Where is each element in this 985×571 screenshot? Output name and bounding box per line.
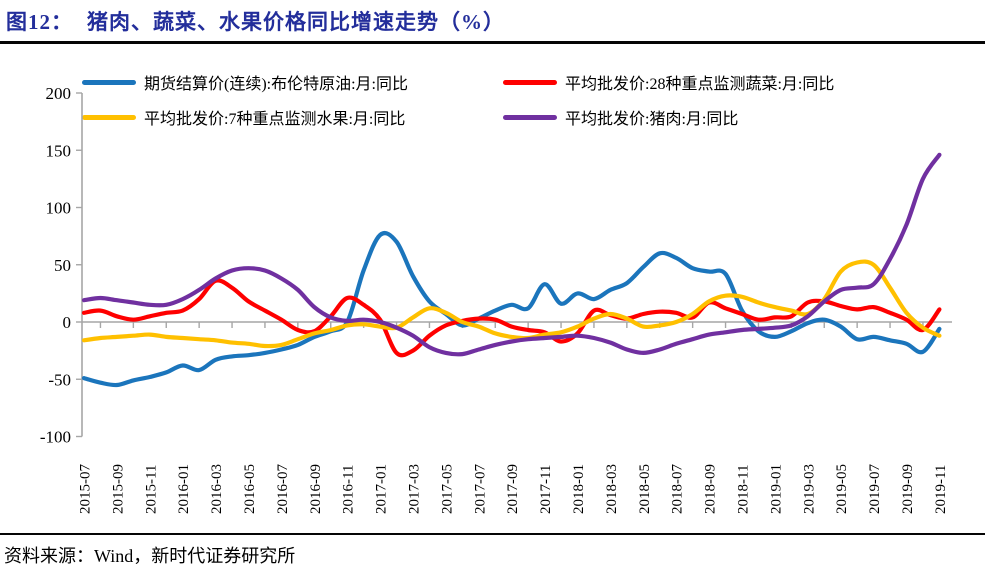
title-divider-rule xyxy=(0,41,985,44)
svg-text:2019-01: 2019-01 xyxy=(768,464,784,514)
svg-text:-100: -100 xyxy=(40,428,71,447)
legend-item-fruits: 平均批发价:7种重点监测水果:月:同比 xyxy=(82,105,405,129)
svg-text:2019-09: 2019-09 xyxy=(900,464,916,514)
legend-item-brent-oil: 期货结算价(连续):布伦特原油:月:同比 xyxy=(82,70,408,94)
svg-text:2016-11: 2016-11 xyxy=(341,465,357,514)
svg-text:2017-09: 2017-09 xyxy=(505,464,521,514)
svg-text:-50: -50 xyxy=(48,370,71,389)
legend-item-vegetables: 平均批发价:28种重点监测蔬菜:月:同比 xyxy=(503,70,834,94)
svg-text:2015-07: 2015-07 xyxy=(78,464,94,514)
pork-line-marker xyxy=(503,114,557,120)
svg-text:2017-03: 2017-03 xyxy=(407,464,423,514)
svg-text:2018-07: 2018-07 xyxy=(670,464,686,514)
line-chart-canvas: 200 150 100 50 0 -50 -100 2015-07 2015-09 2015-11… xyxy=(40,84,952,514)
svg-text:50: 50 xyxy=(54,256,71,275)
svg-text:2016-03: 2016-03 xyxy=(209,464,225,514)
source-note-row: 资料来源：Wind，新时代证券研究所 xyxy=(0,533,985,571)
svg-text:2019-05: 2019-05 xyxy=(834,464,850,514)
svg-text:2019-11: 2019-11 xyxy=(933,465,949,514)
figure-title-row: 图12： 猪肉、蔬菜、水果价格同比增速走势（%） xyxy=(6,6,505,36)
svg-text:100: 100 xyxy=(46,199,72,218)
svg-text:2018-09: 2018-09 xyxy=(703,464,719,514)
svg-text:2017-01: 2017-01 xyxy=(374,464,390,514)
brent-oil-line-marker xyxy=(82,79,136,85)
svg-text:2019-07: 2019-07 xyxy=(867,464,883,514)
svg-text:2017-07: 2017-07 xyxy=(472,464,488,514)
svg-text:2017-05: 2017-05 xyxy=(439,464,455,514)
source-note: 资料来源：Wind，新时代证券研究所 xyxy=(4,546,296,566)
svg-text:2017-11: 2017-11 xyxy=(538,465,554,514)
svg-text:2016-01: 2016-01 xyxy=(176,464,192,514)
svg-text:2015-11: 2015-11 xyxy=(143,465,159,514)
legend-label-fruits: 平均批发价:7种重点监测水果:月:同比 xyxy=(144,111,406,128)
legend-item-pork: 平均批发价:猪肉:月:同比 xyxy=(503,105,738,129)
svg-text:200: 200 xyxy=(46,84,72,103)
vegetables-line-marker xyxy=(503,79,557,85)
svg-text:2018-05: 2018-05 xyxy=(637,464,653,514)
svg-text:2016-09: 2016-09 xyxy=(308,464,324,514)
figure-title: 猪肉、蔬菜、水果价格同比增速走势（%） xyxy=(87,10,505,34)
legend-label-pork: 平均批发价:猪肉:月:同比 xyxy=(565,111,739,128)
svg-text:2019-03: 2019-03 xyxy=(801,464,817,514)
fruits-line-marker xyxy=(82,114,136,120)
svg-text:2016-07: 2016-07 xyxy=(275,464,291,514)
svg-text:150: 150 xyxy=(46,141,72,160)
svg-text:2018-03: 2018-03 xyxy=(604,464,620,514)
legend-label-vegetables: 平均批发价:28种重点监测蔬菜:月:同比 xyxy=(565,76,835,93)
figure-number-label: 图12： xyxy=(6,10,73,34)
svg-text:0: 0 xyxy=(63,313,72,332)
svg-text:2018-11: 2018-11 xyxy=(736,465,752,514)
svg-text:2016-05: 2016-05 xyxy=(242,464,258,514)
legend-label-brent-oil: 期货结算价(连续):布伦特原油:月:同比 xyxy=(144,76,408,93)
svg-text:2018-01: 2018-01 xyxy=(571,464,587,514)
svg-text:2015-09: 2015-09 xyxy=(110,464,126,514)
